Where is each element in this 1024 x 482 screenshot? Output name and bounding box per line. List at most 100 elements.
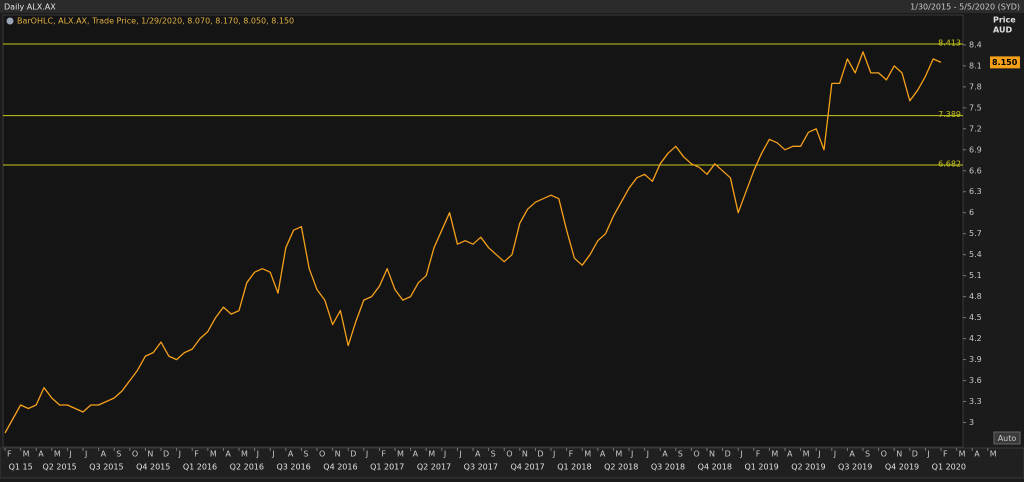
x-tick-label: M	[241, 450, 248, 459]
quarter-label: Q1 15	[9, 463, 33, 472]
quarter-label: Q1 2018	[557, 463, 591, 472]
x-tick-label: O	[693, 450, 699, 459]
x-tick-label: N	[522, 450, 528, 459]
y-tick-label: 3.3	[969, 397, 982, 406]
x-tick-label: S	[303, 450, 308, 459]
x-tick-label: J	[443, 450, 446, 459]
x-tick-label: J	[84, 450, 87, 459]
x-tick-label: J	[365, 450, 368, 459]
x-tick-label: M	[584, 450, 591, 459]
x-tick-label: A	[38, 450, 44, 459]
x-tick-label: J	[833, 450, 836, 459]
y-tick-label: 3	[969, 418, 974, 427]
x-tick-label: A	[288, 450, 294, 459]
x-tick-label: D	[163, 450, 169, 459]
x-tick-label: J	[926, 450, 929, 459]
x-tick-label: F	[756, 450, 761, 459]
x-tick-label: S	[678, 450, 683, 459]
quarter-label: Q3 2019	[838, 463, 872, 472]
quarter-label: Q2 2015	[42, 463, 76, 472]
x-tick-label: D	[537, 450, 543, 459]
x-tick-label: M	[990, 450, 997, 459]
y-tick-label: 5.1	[969, 271, 982, 280]
x-tick-label: N	[147, 450, 153, 459]
x-tick-label: M	[615, 450, 622, 459]
y-tick-label: 8.1	[969, 61, 982, 70]
plot-area	[2, 14, 964, 448]
quarter-label: Q1 2017	[370, 463, 404, 472]
x-tick-label: A	[475, 450, 481, 459]
quarter-label: Q2 2016	[230, 463, 264, 472]
price-line-label: 7.389	[938, 110, 961, 119]
x-tick-label: A	[787, 450, 793, 459]
quarter-label: Q2 2019	[791, 463, 825, 472]
x-tick-label: J	[271, 450, 274, 459]
quarter-label: Q4 2018	[698, 463, 732, 472]
auto-scale-button[interactable]	[993, 431, 1021, 445]
x-tick-label: D	[912, 450, 918, 459]
x-tick-label: O	[319, 450, 325, 459]
x-tick-label: M	[210, 450, 217, 459]
x-tick-label: J	[630, 450, 633, 459]
y-tick-label: 3.6	[969, 376, 982, 385]
x-tick-label: J	[256, 450, 259, 459]
y-tick-label: 5.7	[969, 229, 982, 238]
x-tick-label: A	[974, 450, 980, 459]
x-tick-label: A	[413, 450, 419, 459]
quarter-label: Q1 2019	[744, 463, 778, 472]
x-tick-label: A	[101, 450, 107, 459]
x-tick-label: M	[803, 450, 810, 459]
x-axis-bar	[0, 447, 1024, 479]
quarter-label: Q3 2016	[276, 463, 310, 472]
x-tick-label: A	[849, 450, 855, 459]
x-tick-label: S	[116, 450, 121, 459]
quarter-label: Q4 2019	[885, 463, 919, 472]
date-range: 1/30/2015 - 5/5/2020 (SYD)	[910, 3, 1020, 12]
last-price-label: 8.150	[992, 58, 1018, 67]
y-tick-label: 6.6	[969, 166, 982, 175]
legend-icon	[6, 17, 14, 25]
x-tick-label: M	[397, 450, 404, 459]
x-tick-label: J	[68, 450, 71, 459]
x-tick-label: J	[178, 450, 181, 459]
quarter-label: Q4 2015	[136, 463, 170, 472]
x-tick-label: J	[458, 450, 461, 459]
x-tick-label: A	[662, 450, 668, 459]
x-tick-label: S	[491, 450, 496, 459]
x-tick-label: J	[739, 450, 742, 459]
y-tick-label: 7.5	[969, 103, 982, 112]
quarter-label: Q2 2017	[417, 463, 451, 472]
y-tick-label: 5.4	[969, 250, 982, 259]
x-tick-label: F	[569, 450, 574, 459]
quarter-label: Q3 2015	[89, 463, 123, 472]
header-bar	[0, 0, 1024, 13]
legend-entry: BarOHLC, ALX.AX, Trade Price, 1/29/2020,…	[17, 17, 294, 26]
x-tick-label: F	[381, 450, 386, 459]
x-tick-label: O	[506, 450, 512, 459]
auto-scale-label[interactable]: Auto	[998, 434, 1017, 443]
y-tick-label: 7.8	[969, 82, 982, 91]
y-axis-unit: AUD	[993, 26, 1012, 35]
x-tick-label: N	[335, 450, 341, 459]
quarter-label: Q3 2017	[464, 463, 498, 472]
x-tick-label: S	[865, 450, 870, 459]
y-tick-label: 6.3	[969, 187, 982, 196]
x-tick-label: J	[817, 450, 820, 459]
x-tick-label: M	[54, 450, 61, 459]
quarter-label: Q4 2017	[510, 463, 544, 472]
chart-title: Daily ALX.AX	[4, 3, 56, 12]
x-tick-label: D	[725, 450, 731, 459]
x-tick-label: F	[7, 450, 12, 459]
x-tick-label: M	[23, 450, 30, 459]
y-tick-label: 7.2	[969, 124, 982, 133]
y-tick-label: 6.9	[969, 145, 982, 154]
price-line-series	[4, 51, 942, 434]
x-tick-label: F	[943, 450, 948, 459]
x-tick-label: D	[350, 450, 356, 459]
y-tick-label: 3.9	[969, 355, 982, 364]
x-tick-label: M	[959, 450, 966, 459]
price-line-label: 6.682	[938, 160, 961, 169]
quarter-label: Q1 2020	[932, 463, 966, 472]
x-tick-label: N	[896, 450, 902, 459]
x-tick-label: N	[709, 450, 715, 459]
